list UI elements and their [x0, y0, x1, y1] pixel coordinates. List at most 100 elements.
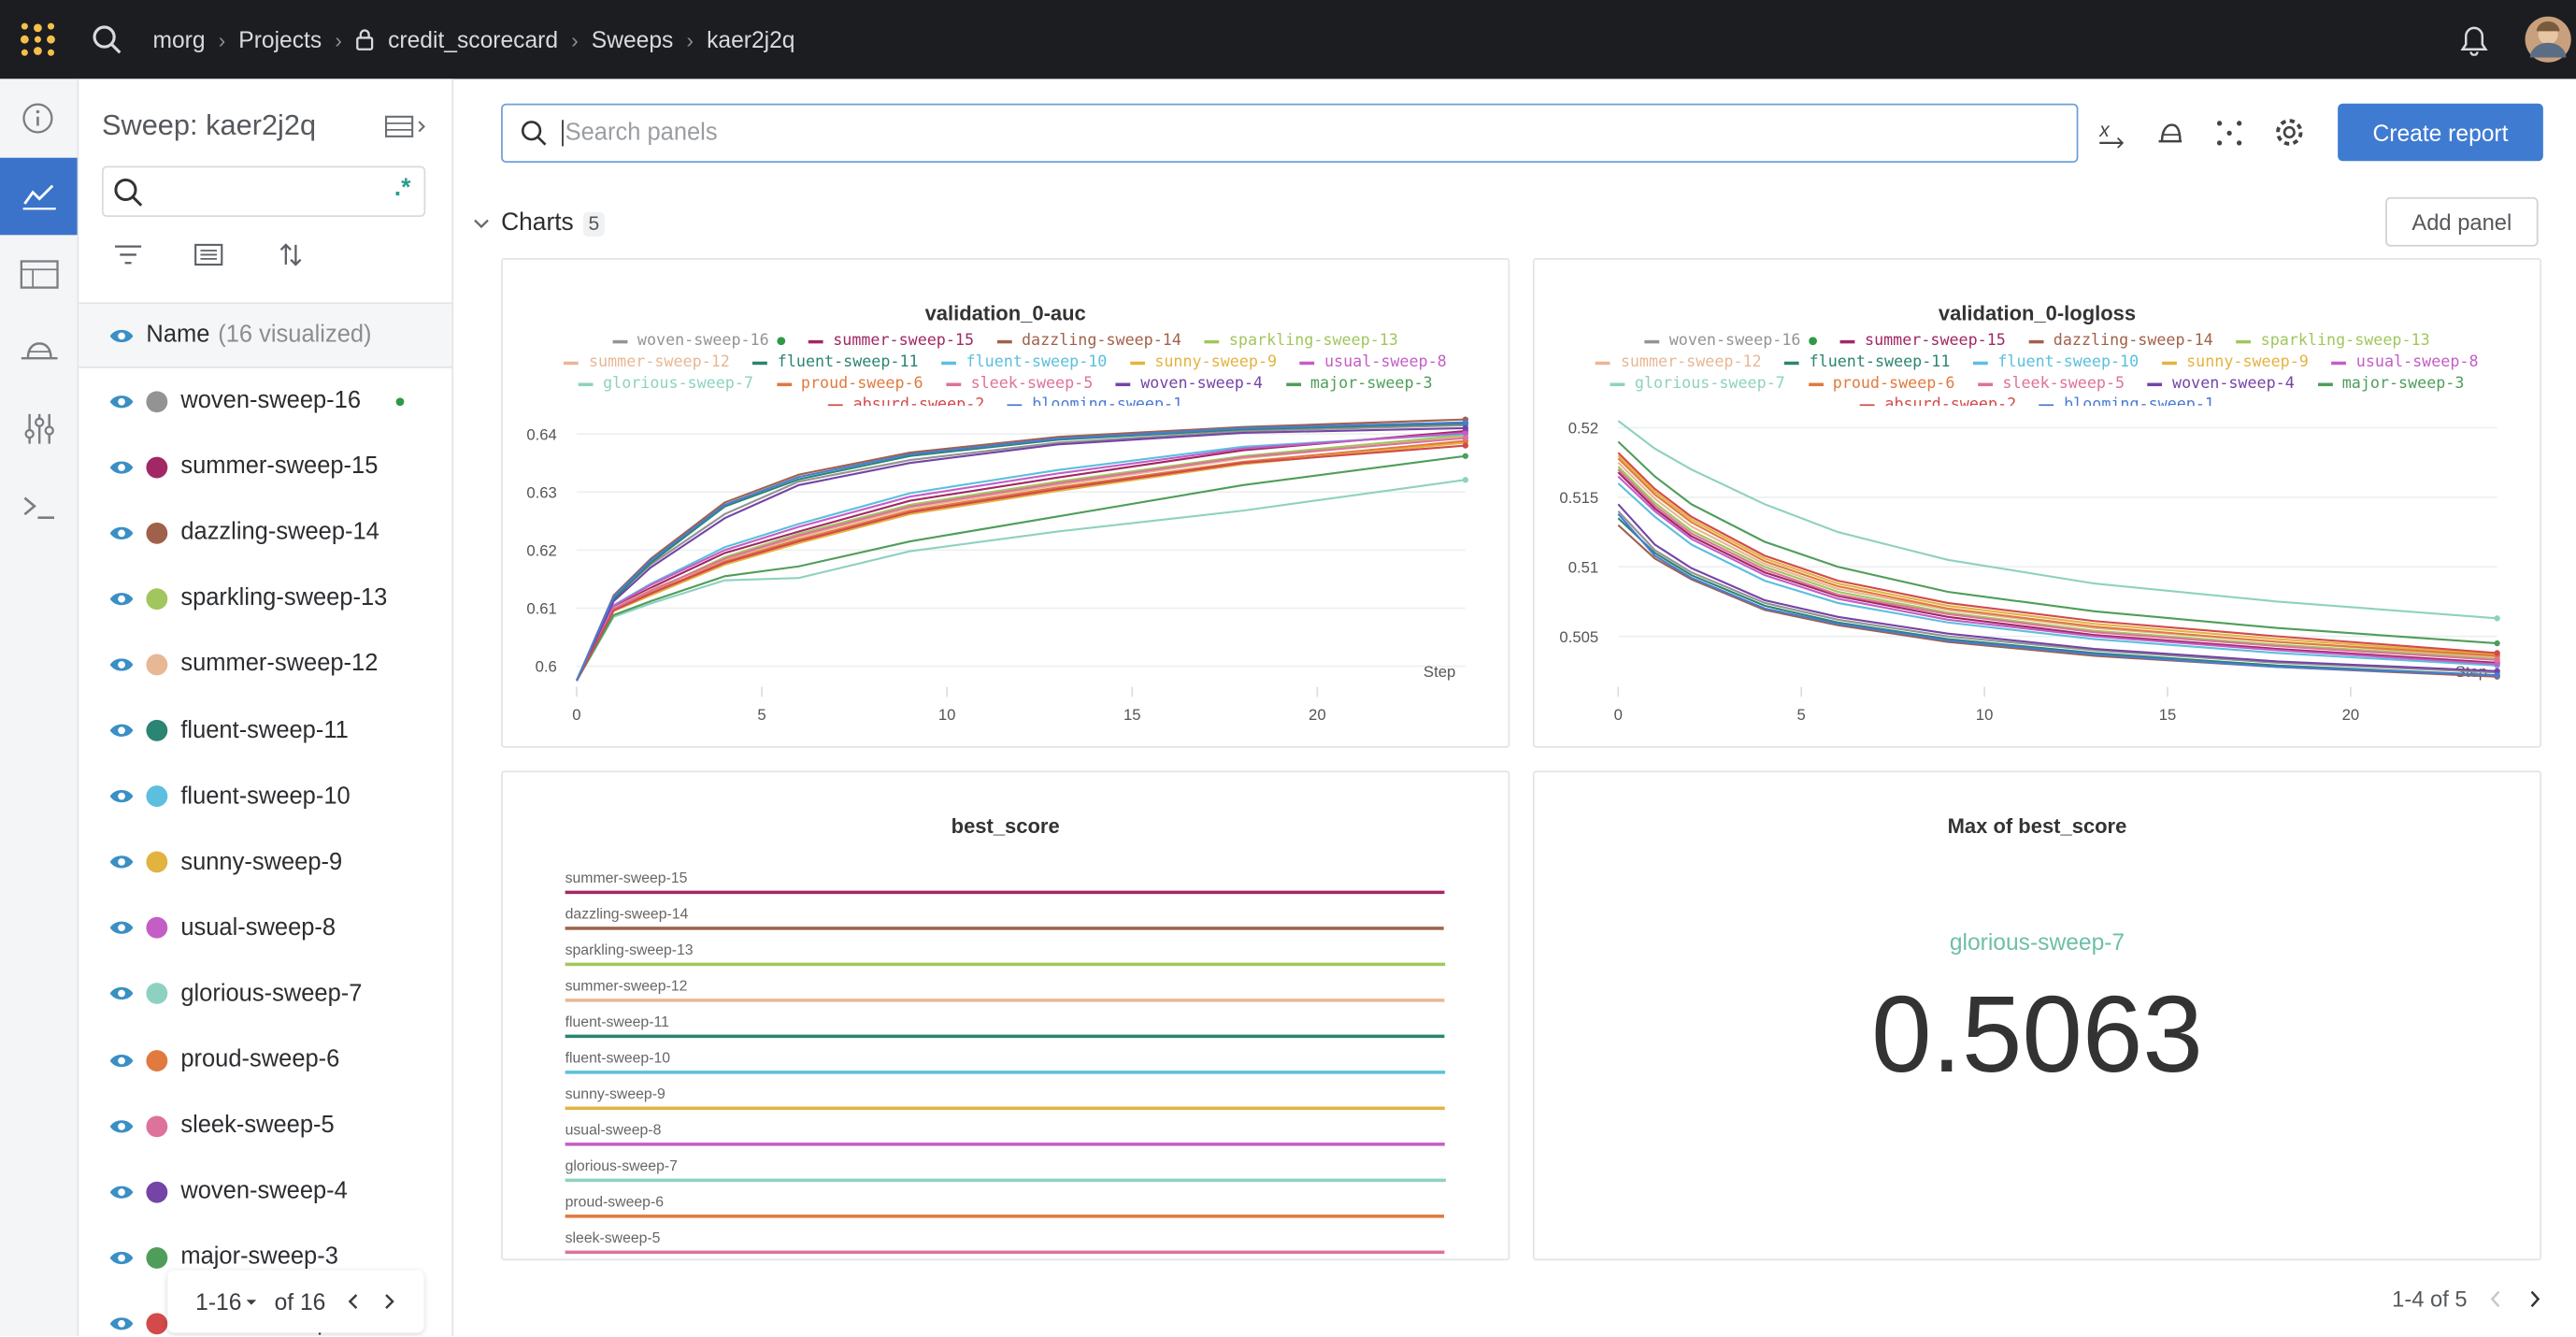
filter-icon[interactable]: [113, 243, 143, 266]
page-range[interactable]: 1-16: [195, 1288, 242, 1315]
legend-item[interactable]: fluent-sweep-11: [752, 352, 919, 373]
breadcrumb[interactable]: morg: [152, 26, 206, 53]
collapse-toggle[interactable]: [471, 215, 491, 232]
search-icon[interactable]: [92, 24, 122, 54]
legend-item[interactable]: sparkling-sweep-13: [2236, 330, 2430, 352]
legend-item[interactable]: summer-sweep-15: [808, 330, 974, 352]
next-page[interactable]: [2526, 1288, 2543, 1310]
legend-item[interactable]: sparkling-sweep-13: [1204, 330, 1398, 352]
avatar[interactable]: [2524, 15, 2573, 65]
run-name[interactable]: major-sweep-3: [180, 1244, 338, 1272]
legend-item[interactable]: proud-sweep-6: [1808, 373, 1954, 395]
prev-page[interactable]: [2487, 1288, 2504, 1310]
settings[interactable]: [2274, 117, 2305, 148]
legend-item[interactable]: usual-sweep-8: [1299, 352, 1447, 373]
visibility-toggle[interactable]: [108, 1051, 135, 1069]
visibility-toggle[interactable]: [108, 1248, 135, 1266]
run-name[interactable]: summer-sweep-15: [180, 453, 379, 481]
legend-item[interactable]: fluent-sweep-11: [1784, 352, 1950, 373]
visibility-toggle[interactable]: [108, 1315, 135, 1332]
visibility-toggle[interactable]: [108, 1116, 135, 1134]
visibility-toggle[interactable]: [108, 985, 135, 1003]
legend-item[interactable]: dazzling-sweep-14: [2028, 330, 2213, 352]
legend-item[interactable]: summer-sweep-12: [1596, 352, 1762, 373]
legend-item[interactable]: woven-sweep-16: [612, 330, 786, 352]
legend-label: sleek-sweep-5: [2002, 374, 2125, 394]
sort-icon[interactable]: [278, 241, 304, 267]
table-toggle[interactable]: [384, 115, 430, 138]
run-name[interactable]: glorious-sweep-7: [180, 981, 363, 1008]
x-tick-label: 15: [1123, 706, 1141, 724]
run-name[interactable]: usual-sweep-8: [180, 914, 336, 942]
notifications[interactable]: [2459, 24, 2489, 56]
visibility-toggle[interactable]: [108, 787, 135, 805]
breadcrumb[interactable]: kaer2j2q: [707, 26, 795, 53]
run-name[interactable]: summer-sweep-12: [180, 651, 379, 678]
active-tab[interactable]: [0, 157, 78, 236]
smoothing-settings[interactable]: [2155, 119, 2185, 149]
create-report-button[interactable]: Create report: [2338, 103, 2543, 162]
legend-item[interactable]: woven-sweep-16: [1644, 330, 1818, 352]
visibility-toggle[interactable]: [108, 919, 135, 937]
visibility-toggle[interactable]: [108, 326, 135, 344]
legend-item[interactable]: proud-sweep-6: [776, 373, 923, 395]
visibility-toggle[interactable]: [108, 854, 135, 871]
visibility-toggle[interactable]: [108, 722, 135, 740]
legend-item[interactable]: woven-sweep-4: [1115, 373, 1263, 395]
breadcrumb[interactable]: credit_scorecard: [388, 26, 559, 53]
legend-item[interactable]: sunny-sweep-9: [1129, 352, 1277, 373]
visibility-toggle[interactable]: [108, 524, 135, 541]
legend-item[interactable]: summer-sweep-15: [1839, 330, 2006, 352]
legend-item[interactable]: woven-sweep-4: [2147, 373, 2295, 395]
visibility-toggle[interactable]: [108, 1183, 135, 1200]
legend-item[interactable]: absurd-sweep-2: [1860, 395, 2016, 407]
logo[interactable]: [20, 22, 59, 58]
run-name[interactable]: fluent-sweep-11: [180, 717, 349, 744]
visibility-toggle[interactable]: [108, 590, 135, 608]
legend-item[interactable]: usual-sweep-8: [2331, 352, 2479, 373]
run-name[interactable]: sleek-sweep-5: [180, 1113, 335, 1140]
legend-item[interactable]: sunny-sweep-9: [2161, 352, 2309, 373]
info-icon[interactable]: [21, 102, 54, 135]
prev-page[interactable]: [345, 1292, 362, 1312]
group-icon[interactable]: [193, 243, 223, 266]
run-name[interactable]: woven-sweep-4: [180, 1178, 348, 1205]
legend-item[interactable]: glorious-sweep-7: [578, 373, 753, 395]
run-name[interactable]: proud-sweep-6: [180, 1046, 340, 1073]
legend-item[interactable]: sleek-sweep-5: [1978, 373, 2125, 395]
run-name[interactable]: fluent-sweep-10: [180, 783, 351, 810]
table-icon[interactable]: [20, 260, 59, 290]
run-name[interactable]: dazzling-sweep-14: [180, 519, 379, 546]
params-icon[interactable]: [23, 412, 56, 445]
visibility-toggle[interactable]: [108, 458, 135, 476]
legend-item[interactable]: sleek-sweep-5: [946, 373, 1093, 395]
legend-item[interactable]: dazzling-sweep-14: [996, 330, 1181, 352]
breadcrumb[interactable]: Sweeps: [591, 26, 674, 53]
run-search[interactable]: .*: [101, 165, 426, 218]
visibility-toggle[interactable]: [108, 392, 135, 410]
legend-item[interactable]: major-sweep-3: [1285, 373, 1433, 395]
legend-item[interactable]: major-sweep-3: [2317, 373, 2464, 395]
legend-item[interactable]: summer-sweep-12: [564, 352, 730, 373]
run-name[interactable]: sunny-sweep-9: [180, 849, 343, 876]
terminal-icon[interactable]: [21, 495, 58, 521]
x-axis-settings[interactable]: x: [2097, 119, 2126, 149]
visibility-toggle[interactable]: [108, 655, 135, 673]
add-panel-button[interactable]: Add panel: [2385, 196, 2539, 247]
breadcrumb[interactable]: Projects: [238, 26, 322, 53]
legend-swatch: [1808, 381, 1824, 386]
legend-label: blooming-sweep-1: [2064, 395, 2214, 407]
run-name[interactable]: sparkling-sweep-13: [180, 585, 388, 612]
legend-item[interactable]: blooming-sweep-1: [1007, 395, 1182, 407]
next-page[interactable]: [381, 1292, 398, 1312]
legend-item[interactable]: blooming-sweep-1: [2039, 395, 2214, 407]
legend-item[interactable]: glorious-sweep-7: [1610, 373, 1785, 395]
panel-search[interactable]: Search panels: [501, 103, 2079, 164]
run-name[interactable]: woven-sweep-16: [180, 387, 362, 414]
outlier-settings[interactable]: [2214, 119, 2244, 149]
sweep-icon[interactable]: [18, 338, 61, 365]
legend-item[interactable]: fluent-sweep-10: [1972, 352, 2139, 373]
legend-item[interactable]: fluent-sweep-10: [941, 352, 1107, 373]
legend-item[interactable]: absurd-sweep-2: [828, 395, 984, 407]
regex-toggle[interactable]: .*: [394, 174, 411, 203]
